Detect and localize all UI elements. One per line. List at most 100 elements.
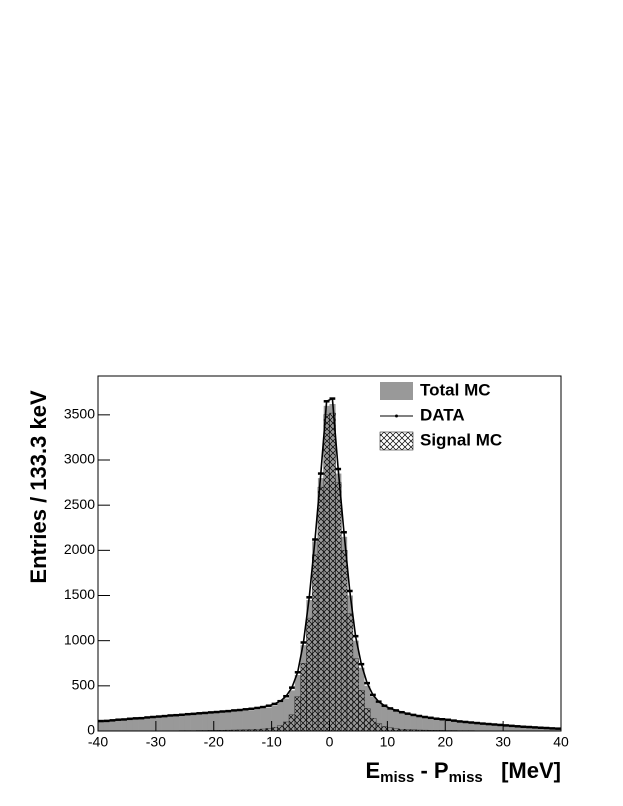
histogram-bar — [491, 724, 498, 731]
histogram-bar — [514, 726, 521, 731]
histogram-bar — [207, 713, 215, 731]
histogram-bar — [398, 712, 406, 731]
histogram-bar — [242, 710, 249, 731]
histogram-bar — [369, 718, 377, 732]
y-axis-label: Entries / 133.3 keV — [26, 390, 51, 584]
histogram-bar — [520, 726, 527, 731]
histogram-bar — [283, 721, 290, 732]
histogram-bar — [410, 715, 417, 731]
x-tick-label: 10 — [380, 734, 396, 750]
x-tick-label: -40 — [88, 734, 108, 750]
y-tick-label: 0 — [87, 722, 95, 738]
histogram-bar — [340, 550, 348, 732]
histogram-bar — [370, 696, 377, 731]
histogram-bar — [260, 708, 267, 731]
x-tick-label: 20 — [437, 734, 453, 750]
histogram-bar — [329, 412, 336, 732]
histogram-bar — [456, 721, 463, 731]
histogram-bar — [474, 723, 481, 731]
legend-marker — [395, 414, 398, 418]
x-axis-label-part: [MeV] — [483, 758, 561, 783]
histogram-bar — [219, 712, 226, 731]
histogram-bar — [404, 714, 411, 731]
histogram-bar — [323, 414, 330, 732]
histogram-bar — [508, 726, 515, 731]
histogram-bar — [161, 716, 168, 731]
legend-swatch — [380, 382, 413, 400]
histogram-bar — [167, 716, 174, 731]
histogram-bar — [532, 727, 539, 731]
histogram-bar — [115, 720, 122, 731]
histogram-bar — [196, 714, 203, 731]
histogram-bar — [427, 718, 434, 731]
histogram-bar — [300, 663, 307, 732]
histogram-bar — [138, 718, 145, 731]
x-tick-label: 40 — [553, 734, 569, 750]
histogram-bar — [294, 696, 302, 732]
histogram-bar — [433, 719, 440, 731]
histogram-bar — [155, 717, 162, 731]
histogram-bar — [173, 716, 180, 731]
histogram-bar — [213, 712, 220, 731]
histogram-bar — [422, 717, 429, 731]
histogram-bar — [277, 702, 284, 731]
histogram-bar — [254, 709, 261, 731]
histogram-bar — [393, 711, 400, 731]
histogram-bar — [311, 554, 319, 732]
histogram-bar — [202, 713, 209, 731]
histogram-bar — [121, 720, 128, 731]
histogram-bar — [462, 722, 469, 731]
histogram-bar — [468, 722, 475, 731]
histogram-bar — [184, 715, 191, 731]
histogram-bar — [317, 486, 325, 732]
histogram-bar — [549, 728, 556, 731]
histogram-bar — [335, 482, 342, 732]
histogram-bar — [288, 714, 296, 732]
y-tick-label: 3000 — [64, 451, 95, 467]
x-axis-label-part: - P — [414, 758, 448, 783]
histogram-bar — [231, 711, 238, 731]
y-tick-label: 2500 — [64, 496, 95, 512]
x-tick-label: -30 — [146, 734, 166, 750]
histogram-bar — [375, 723, 383, 732]
x-axis-label-part: miss — [449, 769, 483, 786]
histogram-bar — [132, 719, 139, 731]
histogram-bar — [381, 706, 388, 731]
legend-label: DATA — [420, 405, 465, 424]
histogram-bar — [346, 613, 354, 732]
x-tick-label: -10 — [262, 734, 282, 750]
histogram-bar — [98, 721, 105, 731]
legend-label: Signal MC — [420, 430, 502, 449]
histogram-bar — [103, 721, 110, 731]
histogram-bar — [543, 728, 550, 731]
histogram-bar — [445, 720, 452, 731]
x-tick-label: 30 — [495, 734, 511, 750]
y-tick-label: 2000 — [64, 541, 95, 557]
histogram-bar — [479, 723, 487, 731]
x-axis-label-part: E — [365, 758, 380, 783]
histogram-bar — [497, 725, 504, 731]
x-axis-label-part: miss — [380, 769, 414, 786]
y-tick-label: 1500 — [64, 586, 95, 602]
histogram-bar — [271, 705, 278, 731]
histogram-bar — [364, 708, 371, 732]
histogram-bar — [537, 727, 544, 731]
histogram-bar — [288, 690, 296, 731]
series-points — [98, 397, 561, 730]
histogram-bar — [358, 690, 365, 732]
series-hatch — [97, 412, 562, 732]
histogram-bar — [150, 717, 157, 731]
y-tick-label: 3500 — [64, 406, 95, 422]
histogram-bar — [179, 715, 186, 731]
histogram-bar — [126, 719, 134, 731]
histogram-bar — [306, 617, 313, 732]
histogram-bar — [387, 709, 394, 731]
histogram-bar — [277, 725, 284, 732]
histogram-bar — [416, 716, 423, 731]
histogram-bar — [271, 727, 278, 732]
histogram-bar — [381, 726, 388, 732]
histogram-bar — [485, 724, 492, 731]
histogram-bar — [265, 707, 272, 731]
histogram-bar — [451, 721, 458, 731]
